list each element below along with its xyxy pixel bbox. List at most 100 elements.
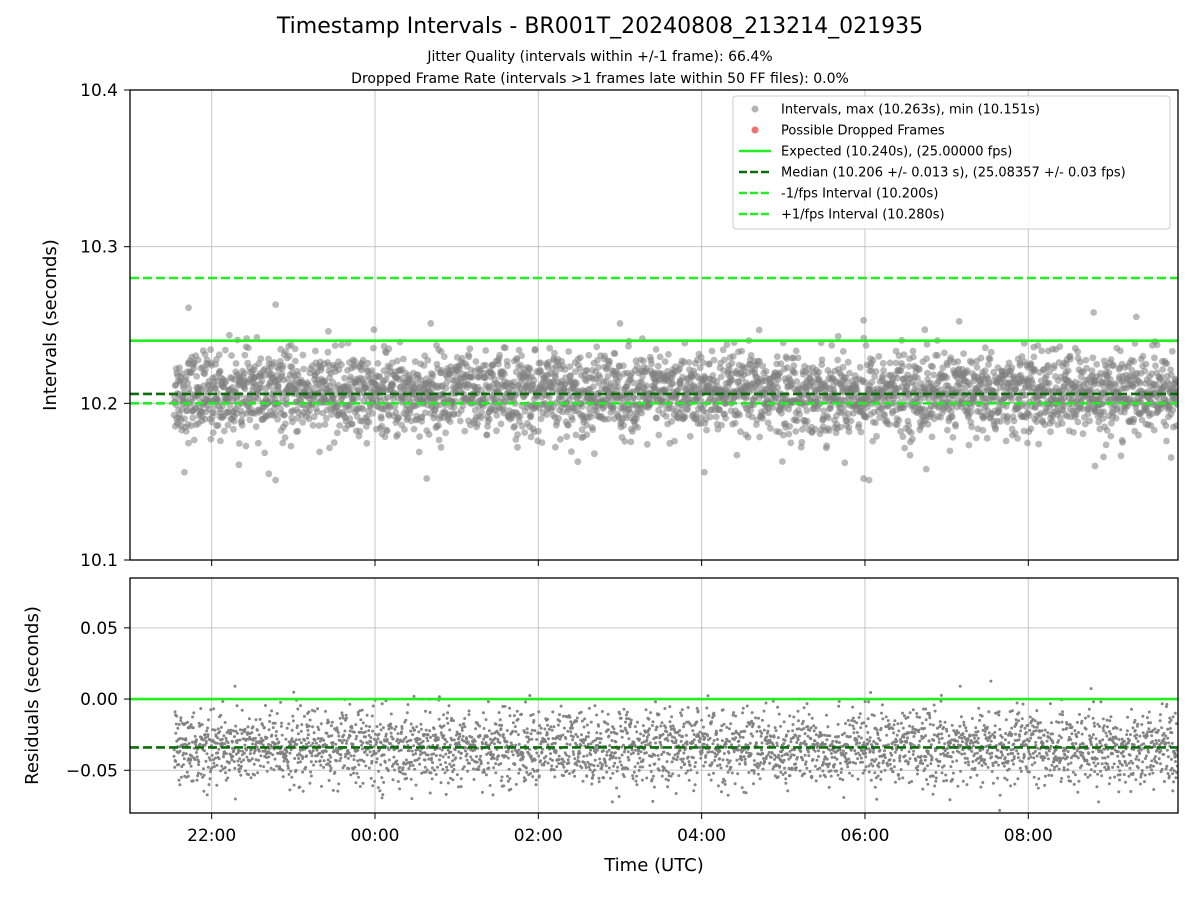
data-point [1155,395,1163,403]
data-point [629,428,636,435]
data-point [798,426,806,433]
data-point [693,410,700,418]
data-point-outlier [1090,309,1098,316]
data-point [238,749,242,753]
data-point [206,726,209,730]
data-point [815,368,823,376]
data-point [509,741,513,745]
data-point [1151,354,1158,362]
data-point [239,760,243,764]
data-point [195,755,199,759]
data-point [430,756,433,760]
data-point [626,409,634,416]
data-point [728,359,736,367]
data-point [408,764,412,768]
data-point [427,757,431,761]
data-point [346,748,350,752]
data-point [356,427,364,435]
data-point [413,767,417,771]
data-point [326,444,333,452]
data-point [475,760,479,764]
data-point [965,441,973,449]
data-point [418,753,422,757]
data-point [359,718,363,722]
data-point [202,767,205,771]
data-point [793,378,801,385]
data-point [839,363,847,371]
data-point [334,742,338,746]
data-point [285,750,289,754]
data-point [356,748,360,752]
data-point [279,700,283,704]
data-point [324,749,328,753]
data-point-outlier [700,468,708,476]
data-point [403,772,407,776]
data-point [233,766,237,770]
data-point [215,351,223,359]
data-point [394,357,401,365]
data-point [379,741,383,745]
data-point [620,422,628,429]
data-point [442,724,446,728]
data-point [872,368,880,375]
data-point [1163,360,1171,367]
data-point [697,353,705,361]
data-point [846,369,853,377]
data-point [472,767,475,771]
data-point [416,433,423,440]
data-point [443,379,451,386]
data-point [418,749,422,753]
data-point [212,384,220,392]
data-point [368,367,376,374]
data-point [263,749,267,753]
data-point [410,797,414,801]
data-point [533,729,537,733]
data-point [411,726,415,730]
data-point [376,373,383,380]
data-point [879,359,887,367]
data-point [1167,366,1174,374]
data-point [383,427,391,435]
data-point [924,420,932,428]
data-point [748,413,756,421]
data-point [523,730,527,734]
data-point [517,771,521,775]
data-point [434,754,438,758]
data-point [779,431,787,439]
data-point [680,358,688,366]
data-point [268,713,272,717]
data-point [315,422,323,429]
data-point [361,747,364,751]
data-point [414,748,418,752]
data-point [350,726,354,730]
data-point [1107,356,1115,363]
data-point [720,356,728,364]
data-point [191,715,195,719]
data-point [336,749,340,753]
data-point [467,709,471,713]
data-point [498,733,502,737]
data-point [733,451,741,459]
data-point [484,741,488,745]
data-point [712,413,720,421]
data-point [1100,408,1107,416]
data-point [236,738,240,742]
legend-item: +1/fps Interval (10.280s) [739,208,945,223]
data-point [186,720,190,724]
data-point [277,740,281,744]
data-point [820,407,828,414]
data-point [315,748,319,752]
data-point [300,365,308,373]
data-point [232,760,236,764]
data-point [1099,415,1107,422]
data-point [364,730,367,734]
data-point [439,763,443,767]
data-point [227,760,231,764]
data-point [359,730,363,734]
data-point [309,744,313,748]
data-point [892,359,900,367]
data-point [515,709,519,713]
data-point [387,727,391,731]
data-point [345,741,348,745]
